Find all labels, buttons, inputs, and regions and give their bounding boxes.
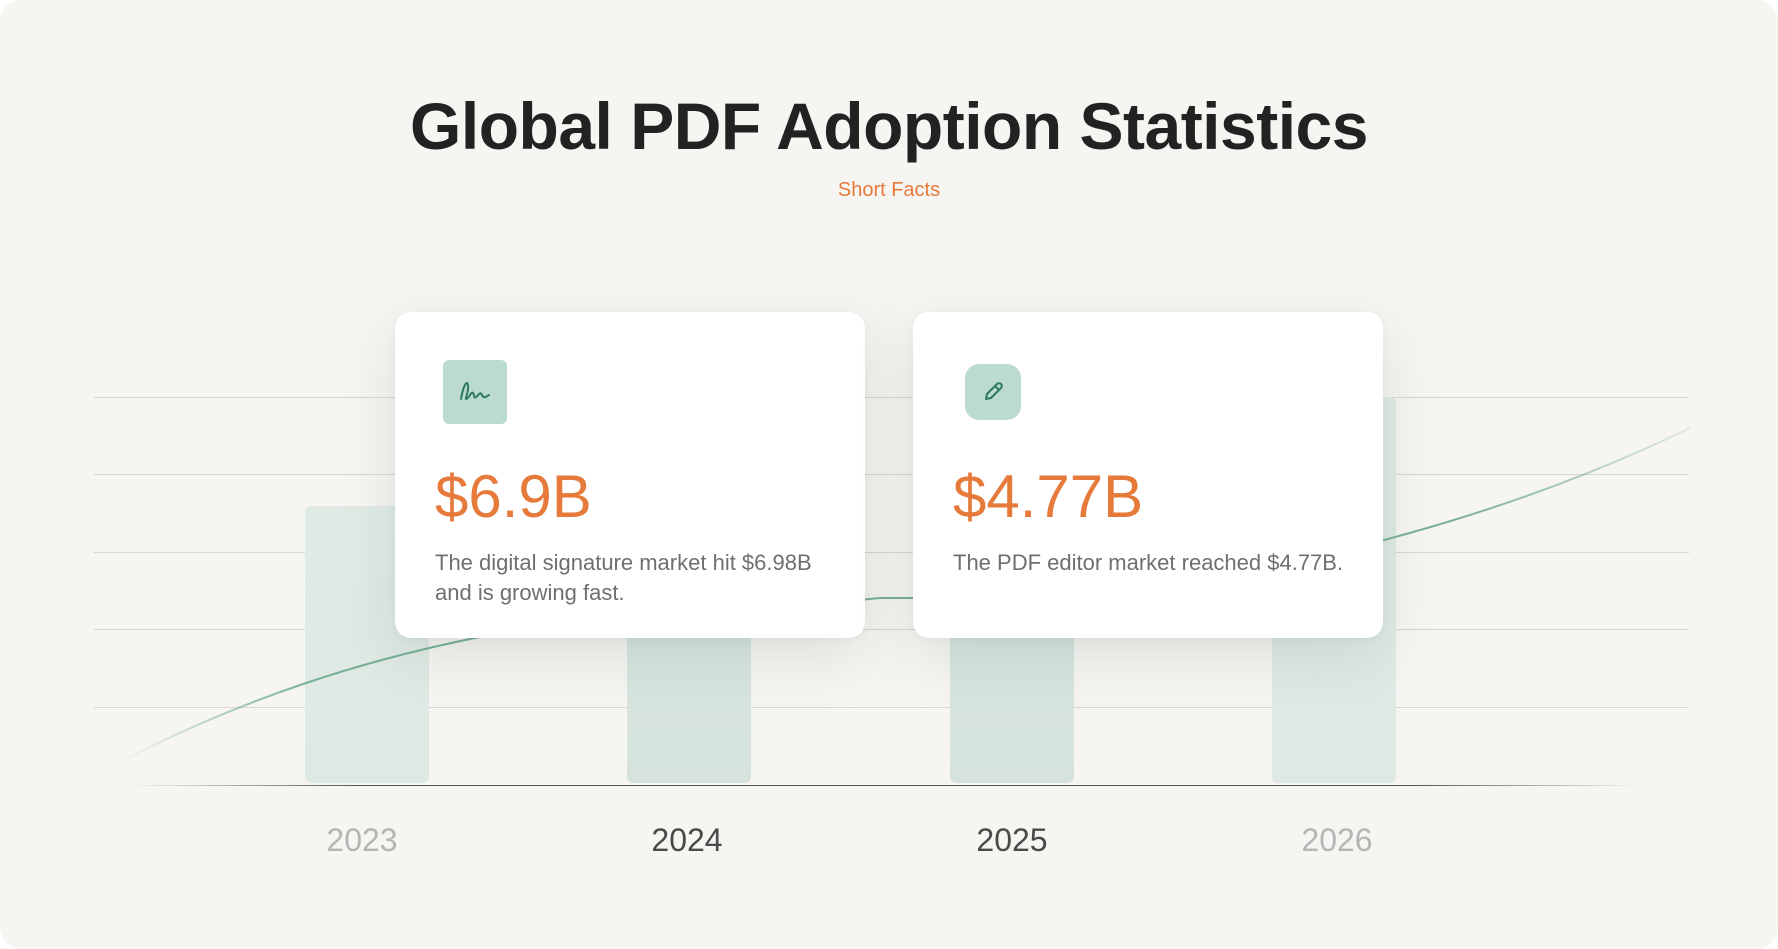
stat-value: $6.9B [435,463,592,530]
chart-baseline [130,785,1640,786]
pencil-icon [965,364,1021,420]
stat-card-digital-signature: $6.9B The digital signature market hit $… [395,312,865,638]
stat-value: $4.77B [953,463,1144,530]
stat-description: The digital signature market hit $6.98B … [435,550,812,605]
gridline [94,474,1689,475]
year-label-2023: 2023 [326,822,398,858]
signature-icon [443,360,507,424]
page-subtitle: Short Facts [837,179,941,201]
gridline [94,552,1689,553]
year-label-2024: 2024 [651,822,723,858]
stat-description: The PDF editor market reached $4.77B. [953,550,1344,575]
gridline [94,629,1689,630]
gridline [94,707,1689,708]
page-title: Global PDF Adoption Statistics [410,89,1368,163]
year-label-2026: 2026 [1301,822,1373,858]
gridline [94,397,1689,398]
stat-card-pdf-editor: $4.77B The PDF editor market reached $4.… [913,312,1383,638]
year-label-2025: 2025 [976,822,1048,858]
